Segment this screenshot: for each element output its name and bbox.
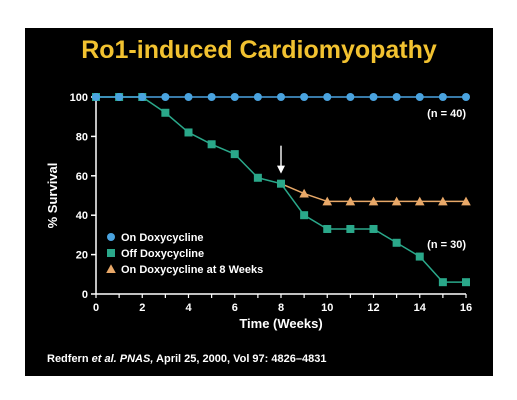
data-point xyxy=(414,196,425,206)
data-point xyxy=(392,238,401,247)
y-tick-label: 40 xyxy=(76,210,88,222)
x-tick-label: 4 xyxy=(185,302,192,314)
data-point xyxy=(323,93,332,101)
x-tick-label: 6 xyxy=(232,302,238,314)
data-point xyxy=(462,93,470,101)
legend-label: On Doxycycline xyxy=(121,232,204,244)
legend-marker-square xyxy=(107,249,115,257)
legend-label: Off Doxycycline xyxy=(121,248,204,260)
citation-etal: et al. xyxy=(91,353,117,365)
data-point xyxy=(299,188,309,198)
data-point xyxy=(461,196,471,206)
data-point xyxy=(115,93,124,101)
data-point xyxy=(92,93,100,101)
data-point xyxy=(369,224,378,233)
data-point xyxy=(300,93,309,101)
sample-size-label: (n = 30) xyxy=(427,239,466,251)
data-point xyxy=(230,150,239,159)
data-point xyxy=(438,196,448,206)
data-point xyxy=(369,93,378,101)
slide: Ro1-induced Cardiomyopathy 0 20 40 60 80 100 0… xyxy=(25,28,493,376)
legend: On Doxycycline Off Doxycycline On Doxycycl… xyxy=(106,232,263,276)
legend-label: On Doxycycline at 8 Weeks xyxy=(121,264,263,276)
data-point xyxy=(207,140,216,149)
data-point xyxy=(138,93,147,101)
series-triangle xyxy=(280,182,471,206)
data-point xyxy=(253,93,262,101)
data-point xyxy=(161,108,170,117)
data-point xyxy=(346,224,355,233)
x-tick-label: 12 xyxy=(367,302,379,314)
data-point xyxy=(438,93,447,101)
data-point xyxy=(323,224,332,233)
data-point xyxy=(322,196,333,206)
data-point xyxy=(253,173,262,182)
data-point xyxy=(230,93,239,101)
x-tick-label: 2 xyxy=(139,302,145,314)
data-point xyxy=(184,93,193,101)
data-point xyxy=(184,128,193,137)
data-point xyxy=(277,179,285,188)
citation: Redfern et al. PNAS, April 25, 2000, Vol… xyxy=(47,353,326,365)
legend-marker-circle xyxy=(107,233,115,241)
data-point xyxy=(391,196,402,206)
x-tick-label: 16 xyxy=(460,302,472,314)
data-point xyxy=(415,93,424,101)
data-point xyxy=(415,252,424,261)
x-tick-label: 8 xyxy=(278,302,284,314)
axes: 0 20 40 60 80 100 0 2 4 6 8 10 12 14 16 Time (Weeks) % S… xyxy=(45,92,472,331)
y-tick-label: 0 xyxy=(82,289,88,301)
y-axis-label: % Survival xyxy=(45,163,60,229)
citation-journal: PNAS, xyxy=(119,353,154,365)
legend-marker-triangle xyxy=(106,264,116,273)
data-point xyxy=(346,93,355,101)
y-tick-label: 100 xyxy=(70,92,88,104)
data-point xyxy=(300,211,309,220)
data-point xyxy=(462,278,470,287)
sample-size-label: (n = 40) xyxy=(427,108,466,120)
x-tick-label: 10 xyxy=(321,302,333,314)
survival-chart: 0 20 40 60 80 100 0 2 4 6 8 10 12 14 16 Time (Weeks) % S… xyxy=(45,92,472,331)
citation-details: April 25, 2000, Vol 97: 4826–4831 xyxy=(153,353,327,365)
citation-authors: Redfern xyxy=(47,353,92,365)
series-layer xyxy=(92,93,471,287)
data-point xyxy=(392,93,401,101)
data-point xyxy=(161,93,170,101)
data-point xyxy=(438,278,447,287)
series-circle xyxy=(92,93,470,101)
x-axis-label: Time (Weeks) xyxy=(239,316,322,331)
data-point xyxy=(368,196,379,206)
y-tick-label: 60 xyxy=(76,171,88,183)
chart-title: Ro1-induced Cardiomyopathy xyxy=(81,36,437,64)
y-tick-label: 80 xyxy=(76,131,88,143)
data-point xyxy=(207,93,216,101)
arrow-head xyxy=(277,165,285,174)
y-tick-label: 20 xyxy=(76,250,88,262)
data-point xyxy=(345,196,356,206)
x-tick-label: 14 xyxy=(414,302,427,314)
annotations: (n = 40) (n = 30) xyxy=(277,108,466,251)
x-tick-label: 0 xyxy=(93,302,99,314)
data-point xyxy=(277,93,285,101)
